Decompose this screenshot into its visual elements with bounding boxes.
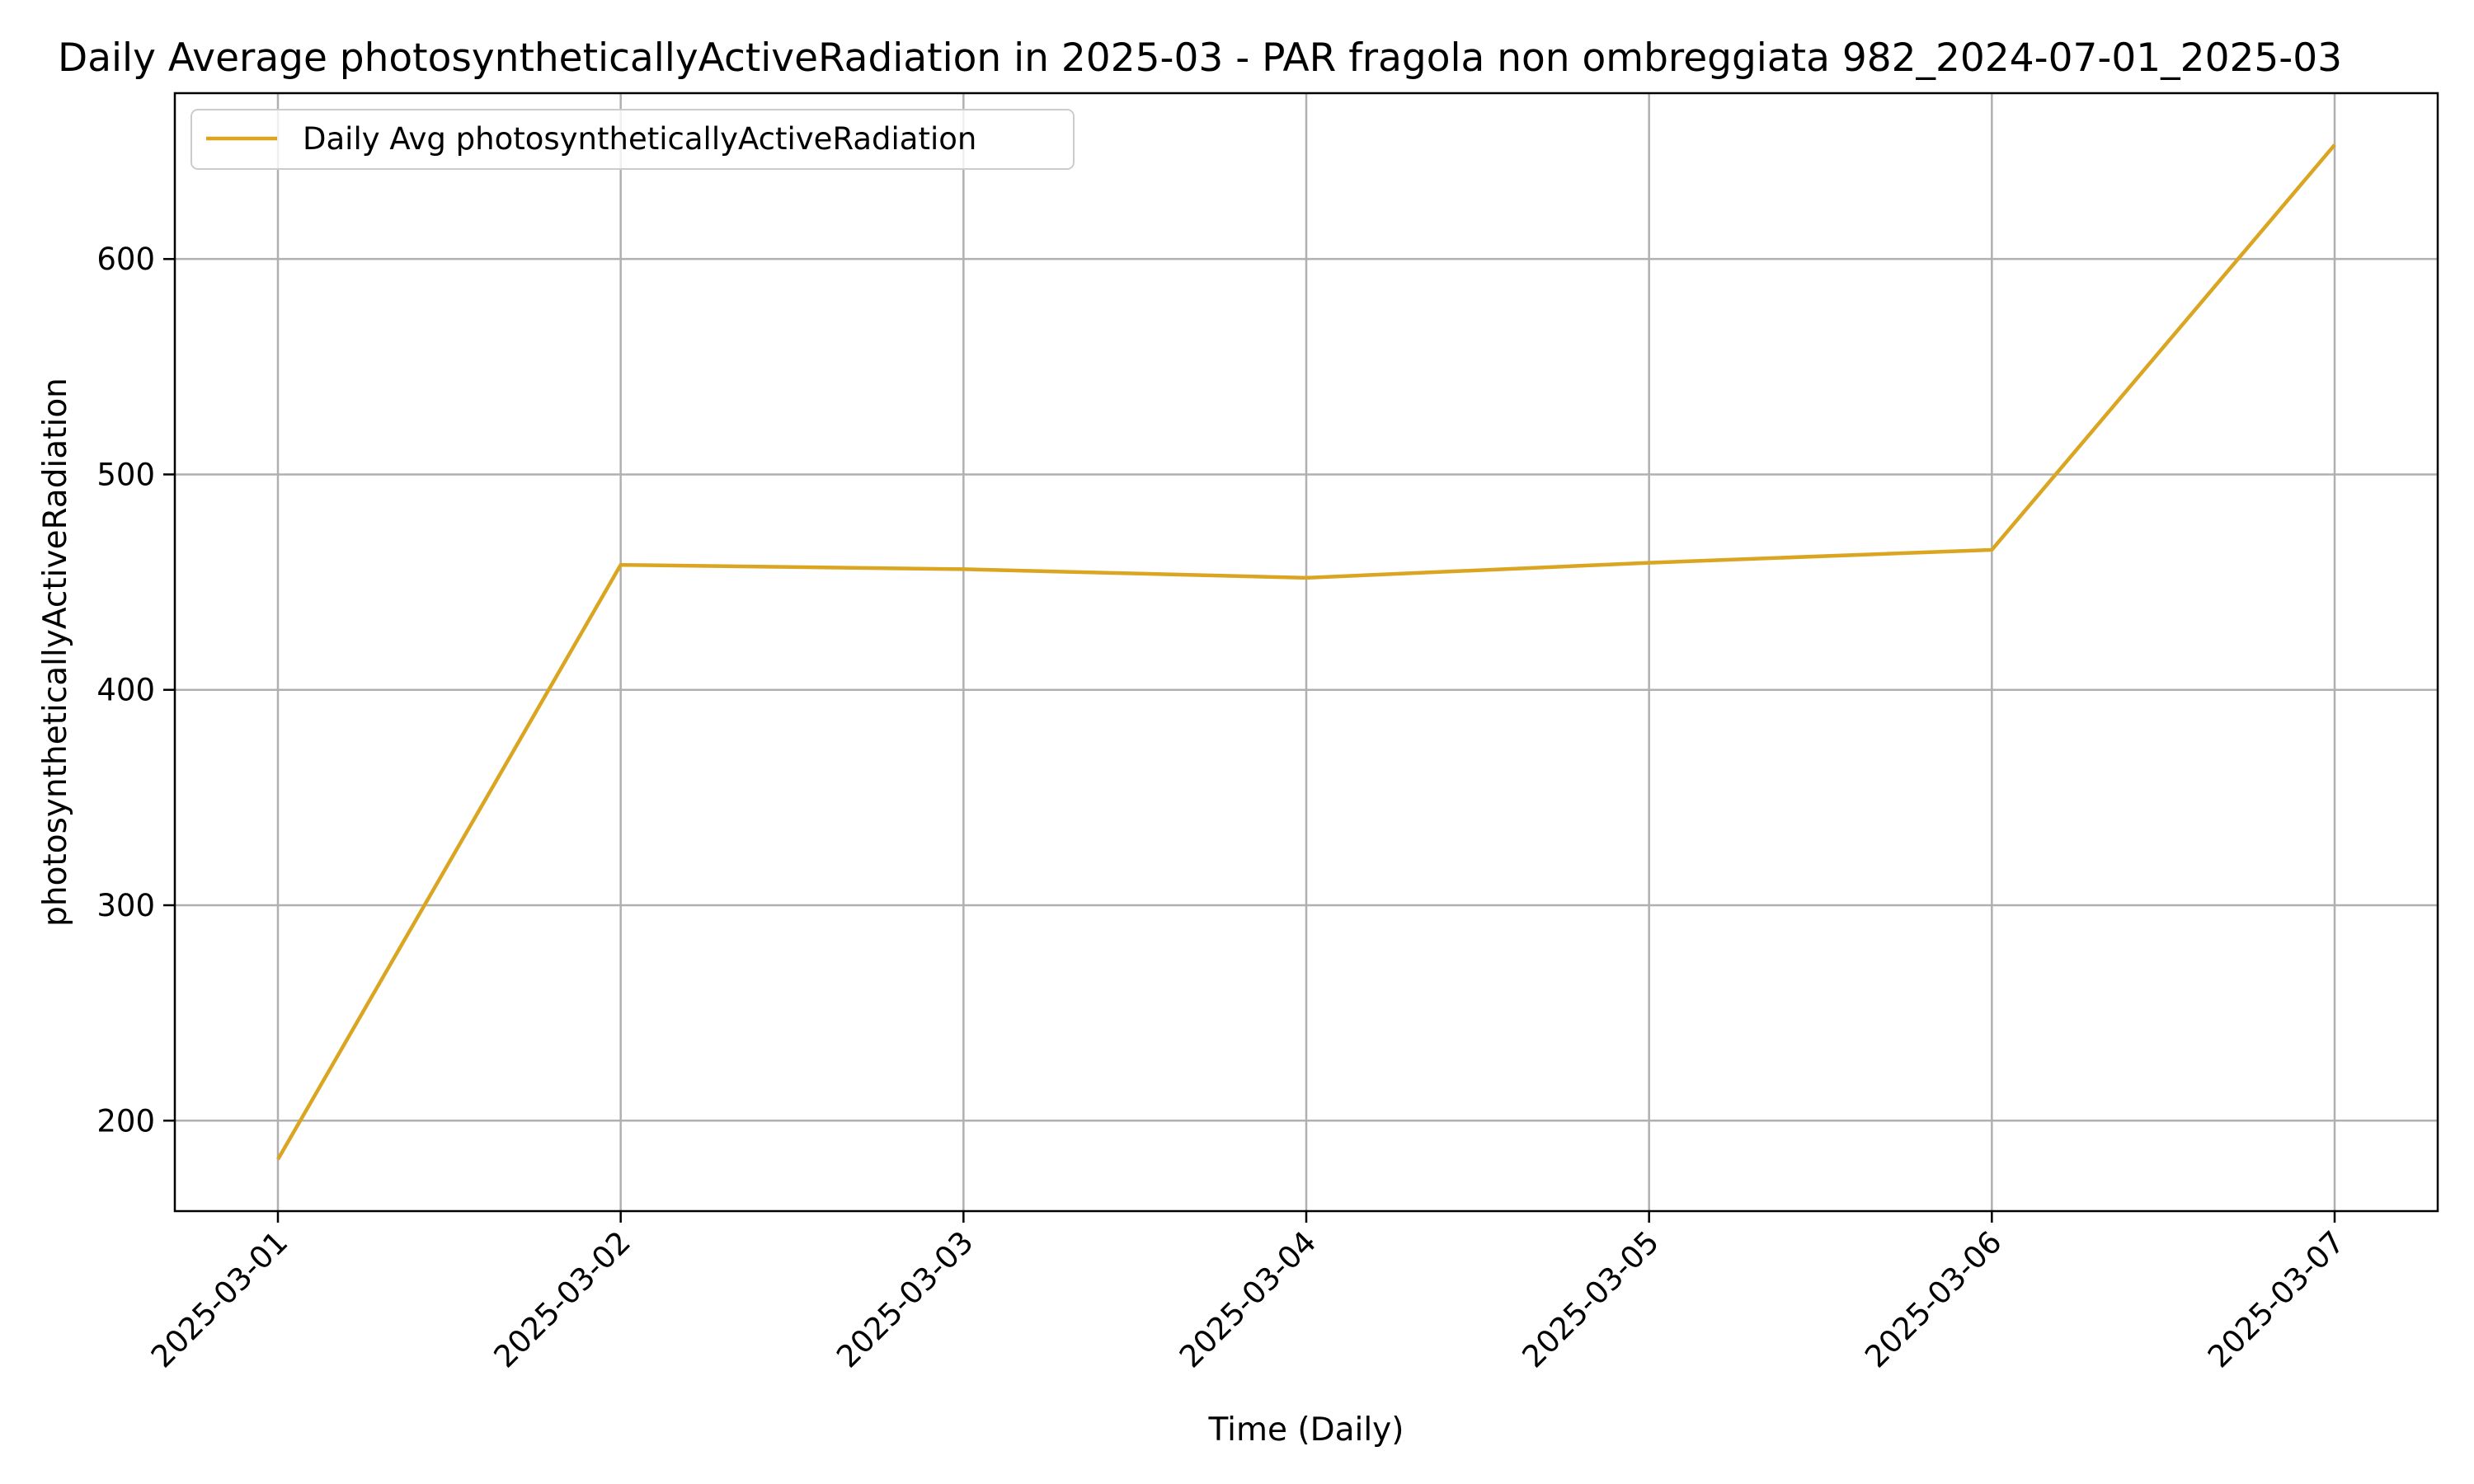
y-tick-label: 300 bbox=[96, 888, 155, 923]
y-tick-label: 200 bbox=[96, 1103, 155, 1139]
y-axis-label: photosyntheticallyActiveRadiation bbox=[37, 378, 74, 927]
x-tick-label: 2025-03-06 bbox=[1858, 1224, 2008, 1374]
x-tick-label: 2025-03-04 bbox=[1173, 1224, 1323, 1374]
y-tick-label: 600 bbox=[96, 242, 155, 277]
y-tick-label: 500 bbox=[96, 457, 155, 492]
series-line bbox=[276, 143, 2336, 1161]
series-layer bbox=[276, 143, 2336, 1161]
legend-series-label: Daily Avg photosyntheticallyActiveRadiat… bbox=[303, 121, 976, 157]
x-tick-label: 2025-03-02 bbox=[487, 1224, 637, 1374]
chart-title: Daily Average photosyntheticallyActiveRa… bbox=[58, 35, 2342, 81]
grid bbox=[175, 93, 2438, 1211]
x-tick-label: 2025-03-07 bbox=[2201, 1224, 2351, 1374]
y-axis-ticks: 200 300 400 500 600 bbox=[96, 242, 175, 1139]
x-axis-label: Time (Daily) bbox=[1208, 1411, 1404, 1449]
x-tick-label: 2025-03-03 bbox=[830, 1224, 980, 1374]
legend: Daily Avg photosyntheticallyActiveRadiat… bbox=[190, 109, 1075, 170]
y-tick-label: 400 bbox=[96, 673, 155, 708]
x-axis-ticks: 2025-03-01 2025-03-02 2025-03-03 2025-03-04… bbox=[144, 1211, 2351, 1374]
legend-box bbox=[190, 109, 1075, 170]
x-tick-label: 2025-03-05 bbox=[1516, 1224, 1666, 1374]
x-tick-label: 2025-03-01 bbox=[144, 1224, 294, 1374]
